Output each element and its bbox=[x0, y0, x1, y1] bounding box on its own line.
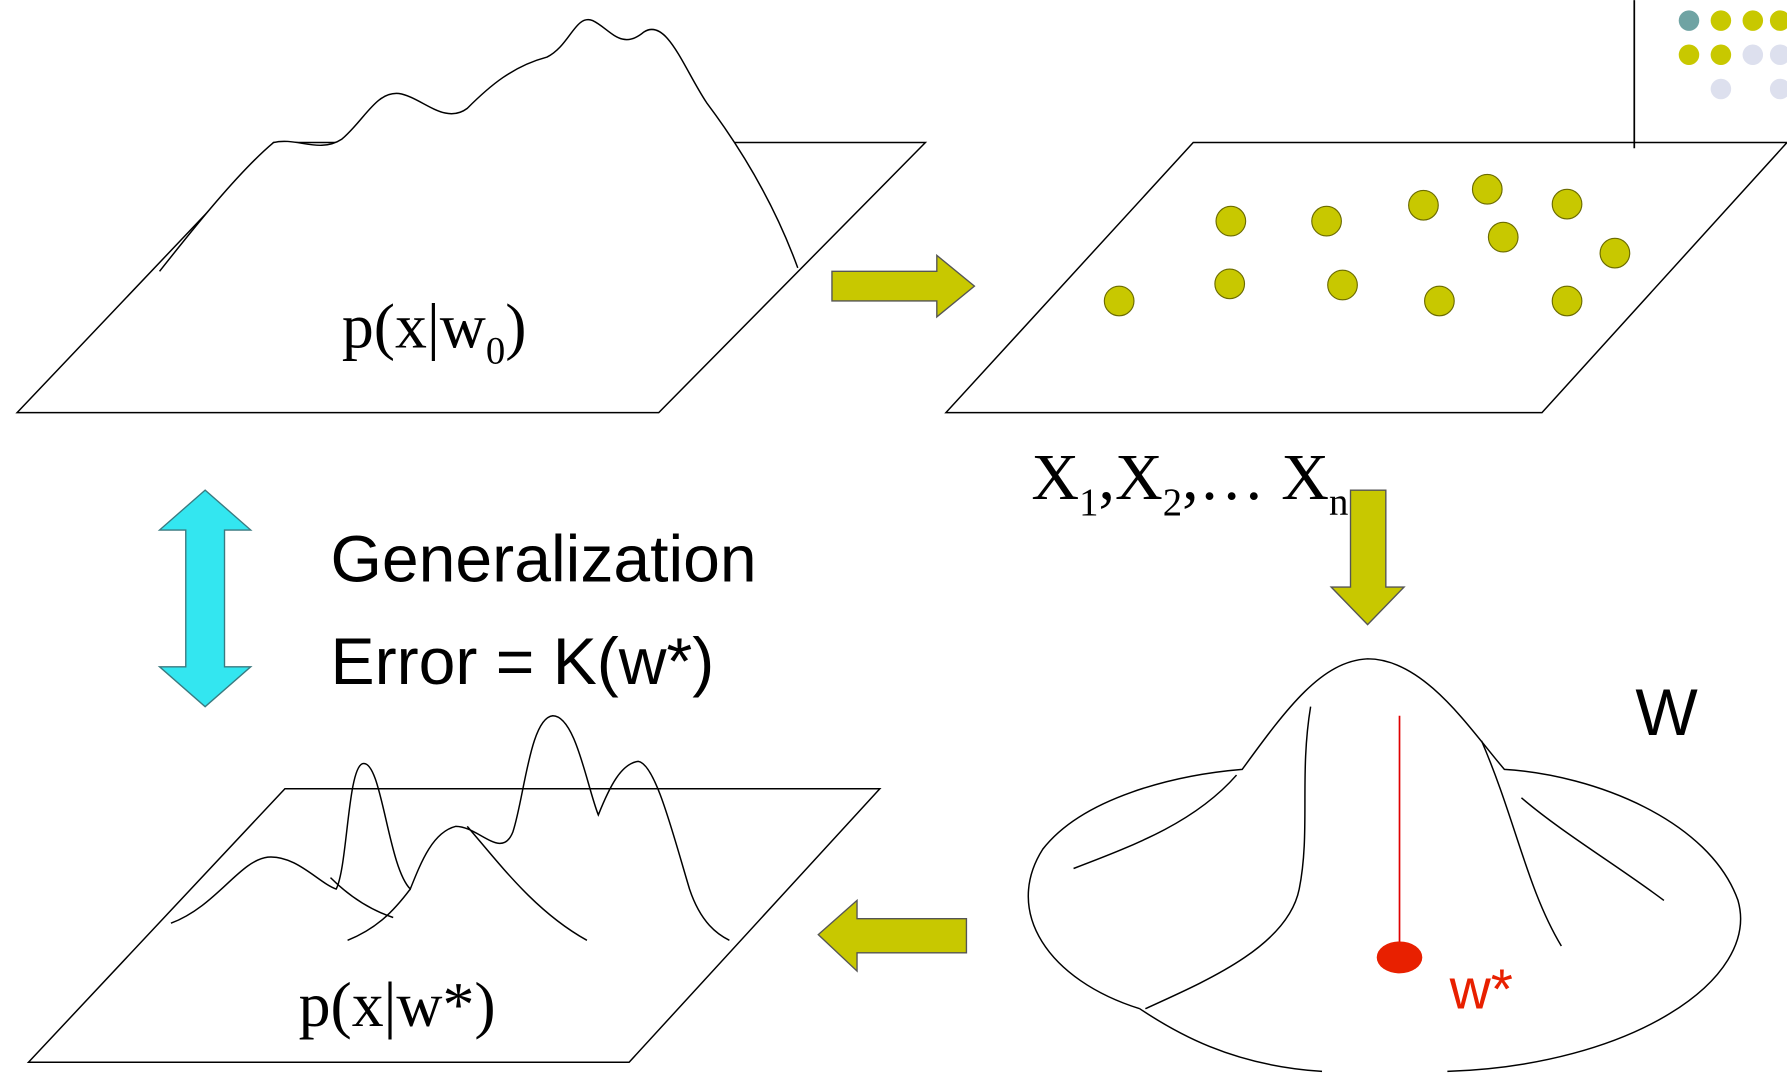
arrow-left bbox=[818, 900, 966, 971]
parameter-space: W w* bbox=[1028, 659, 1740, 1072]
estimate-label: w* bbox=[1449, 958, 1513, 1022]
sample-dot bbox=[1216, 206, 1246, 236]
samples-label: X1,X2,… Xn bbox=[1031, 441, 1348, 524]
parameter-space-label: W bbox=[1635, 676, 1698, 750]
sample-dot bbox=[1488, 222, 1518, 252]
label-text: ,X bbox=[1099, 441, 1163, 514]
sample-dot bbox=[1104, 286, 1134, 316]
estimate-point bbox=[1377, 941, 1423, 973]
generalization-line1: Generalization bbox=[331, 522, 757, 596]
sample-dot bbox=[1552, 189, 1582, 219]
label-text: ,… X bbox=[1182, 441, 1329, 514]
subscript: 1 bbox=[1079, 481, 1098, 524]
sample-dot bbox=[1409, 190, 1439, 220]
sample-dot bbox=[1328, 270, 1358, 300]
true-distribution-label: p(x|w0) bbox=[342, 291, 527, 373]
arrow-right bbox=[832, 255, 974, 317]
subscript: n bbox=[1329, 481, 1348, 524]
generalization-line2: Error = K(w*) bbox=[331, 625, 715, 699]
double-arrow bbox=[160, 490, 251, 707]
samples-panel: X1,X2,… Xn bbox=[946, 143, 1787, 525]
diagram: p(x|w0) X1,X2,… Xn Generalization Error … bbox=[0, 0, 1787, 1076]
label-text: p(x|w bbox=[342, 291, 486, 362]
sample-dot bbox=[1600, 238, 1630, 268]
subscript: 2 bbox=[1163, 481, 1182, 524]
true-distribution-panel: p(x|w0) bbox=[17, 20, 925, 413]
estimated-distribution-label: p(x|w*) bbox=[299, 969, 496, 1040]
label-text: ) bbox=[505, 291, 526, 362]
estimated-distribution-panel: p(x|w*) bbox=[28, 716, 879, 1062]
corner-decoration bbox=[1634, 0, 1787, 148]
subscript: 0 bbox=[486, 330, 505, 373]
sample-dot bbox=[1215, 269, 1245, 299]
label-text: X bbox=[1031, 441, 1079, 514]
page: p(x|w0) X1,X2,… Xn Generalization Error … bbox=[0, 0, 1787, 1076]
sample-dot bbox=[1472, 174, 1502, 204]
sample-dot bbox=[1552, 286, 1582, 316]
sample-dot bbox=[1425, 286, 1455, 316]
sample-dot bbox=[1312, 206, 1342, 236]
